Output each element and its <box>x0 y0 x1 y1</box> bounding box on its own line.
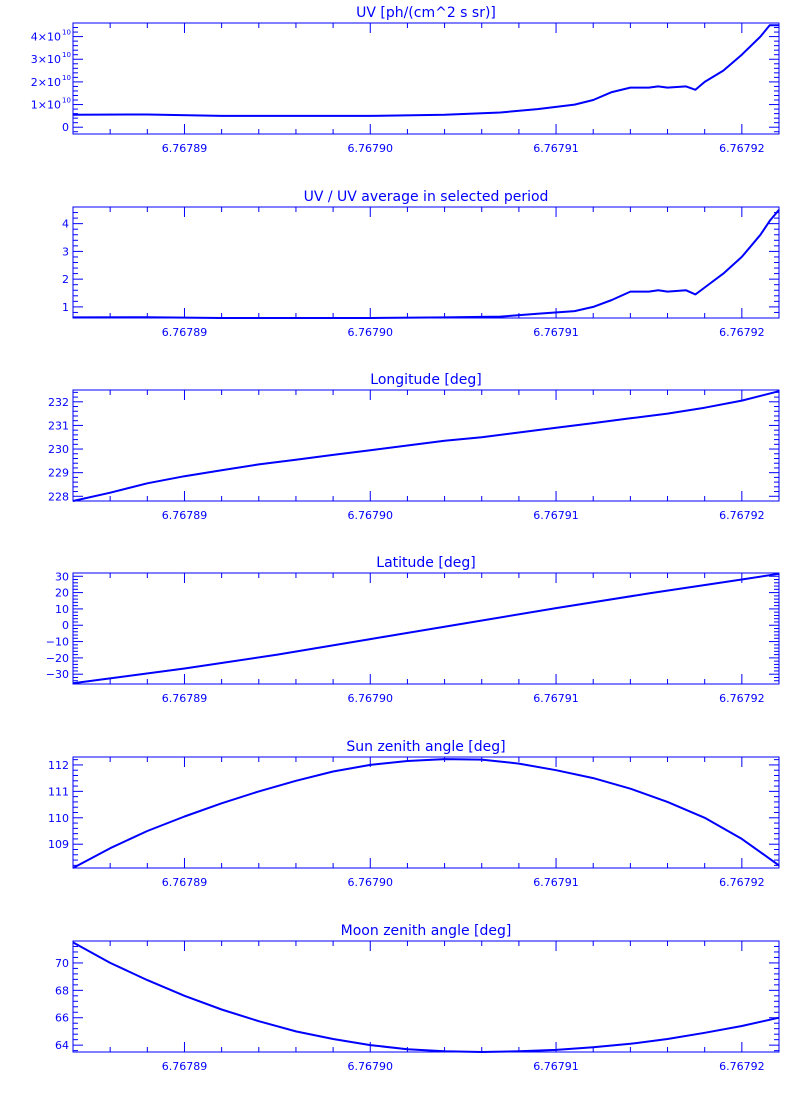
x-tick-label: 6.76790 <box>348 1060 394 1073</box>
x-tick-label: 6.76791 <box>533 692 579 705</box>
x-tick-label: 6.76790 <box>348 509 394 522</box>
y-tick-label: 229 <box>48 467 69 480</box>
y-tick-label: 1×10 <box>31 99 61 112</box>
x-tick-label: 6.76791 <box>533 142 579 155</box>
panel-title: UV / UV average in selected period <box>304 189 549 205</box>
y-tick-label: 1 <box>62 301 69 314</box>
series-line <box>72 758 780 869</box>
panel-title: Longitude [deg] <box>370 372 481 388</box>
x-tick-label: 6.76791 <box>533 876 579 889</box>
panel-title: Latitude [deg] <box>376 555 475 571</box>
series-line <box>72 209 780 319</box>
y-tick-label: 66 <box>55 1012 69 1025</box>
panel-1: UV [ph/(cm^2 s sr)] 6.76789 6.76790 6.76791… <box>31 5 780 155</box>
panel-title: Sun zenith angle [deg] <box>346 739 505 755</box>
x-tick-label: 6.76792 <box>719 692 765 705</box>
y-tick-exponent: 10 <box>62 29 71 37</box>
plot-frame <box>72 756 780 869</box>
plot-frame <box>72 206 780 319</box>
series-line <box>72 941 780 1053</box>
y-tick-label: 70 <box>55 957 69 970</box>
y-tick-label: 4×10 <box>31 31 61 44</box>
panel-6: Moon zenith angle [deg] 6.76789 6.76790 6.7… <box>55 923 780 1073</box>
y-tick-label: 0 <box>62 619 69 632</box>
y-tick-label: 10 <box>55 603 69 616</box>
y-tick-label: 30 <box>55 570 69 583</box>
panel-title: UV [ph/(cm^2 s sr)] <box>356 5 496 21</box>
x-tick-label: 6.76792 <box>719 876 765 889</box>
y-tick-exponent: 10 <box>62 74 71 82</box>
panel-title: Moon zenith angle [deg] <box>341 923 512 939</box>
x-tick-label: 6.76792 <box>719 326 765 339</box>
y-tick-label: 0 <box>62 121 69 134</box>
x-tick-label: 6.76790 <box>348 326 394 339</box>
x-tick-label: 6.76792 <box>719 509 765 522</box>
series-line <box>72 24 779 117</box>
y-tick-label: 228 <box>48 490 69 503</box>
y-tick-label: −10 <box>46 636 69 649</box>
y-tick-label: 3 <box>62 245 69 258</box>
x-tick-label: 6.76792 <box>719 142 765 155</box>
panel-5: Sun zenith angle [deg] 6.76789 6.76790 6.76… <box>48 739 780 889</box>
y-tick-label: −30 <box>46 668 69 681</box>
y-tick-label: −20 <box>46 652 69 665</box>
y-tick-label: 230 <box>48 443 69 456</box>
panel-4: Latitude [deg] 6.76789 6.76790 6.76791 6.767… <box>46 555 780 705</box>
y-tick-label: 20 <box>55 587 69 600</box>
plot-frame <box>72 940 780 1053</box>
x-tick-label: 6.76792 <box>719 1060 765 1073</box>
x-tick-label: 6.76791 <box>533 326 579 339</box>
plot-frame <box>72 389 780 502</box>
series-line <box>72 390 780 502</box>
x-tick-label: 6.76791 <box>533 509 579 522</box>
x-tick-label: 6.76790 <box>348 876 394 889</box>
x-tick-label: 6.76789 <box>162 142 208 155</box>
x-tick-label: 6.76790 <box>348 692 394 705</box>
y-tick-label: 2×10 <box>31 76 61 89</box>
y-tick-exponent: 10 <box>62 51 71 59</box>
x-tick-label: 6.76789 <box>162 692 208 705</box>
panel-2: UV / UV average in selected period 6.7678… <box>62 189 780 339</box>
y-tick-label: 232 <box>48 396 69 409</box>
y-tick-label: 112 <box>48 759 69 772</box>
plot-frame <box>72 22 780 135</box>
y-tick-label: 2 <box>62 273 69 286</box>
x-tick-label: 6.76789 <box>162 1060 208 1073</box>
series-line <box>72 572 780 685</box>
y-tick-label: 3×10 <box>31 53 61 66</box>
x-tick-label: 6.76789 <box>162 509 208 522</box>
y-tick-label: 231 <box>48 419 69 432</box>
x-tick-label: 6.76789 <box>162 326 208 339</box>
x-tick-label: 6.76789 <box>162 876 208 889</box>
y-tick-label: 109 <box>48 838 69 851</box>
panel-3: Longitude [deg] 6.76789 6.76790 6.76791 6.76… <box>48 372 780 522</box>
y-tick-label: 68 <box>55 984 69 997</box>
y-tick-label: 64 <box>55 1039 69 1052</box>
y-tick-label: 111 <box>48 785 69 798</box>
y-tick-label: 4 <box>62 218 69 231</box>
y-tick-exponent: 10 <box>62 97 71 105</box>
y-tick-label: 110 <box>48 812 69 825</box>
x-tick-label: 6.76791 <box>533 1060 579 1073</box>
x-tick-label: 6.76790 <box>348 142 394 155</box>
